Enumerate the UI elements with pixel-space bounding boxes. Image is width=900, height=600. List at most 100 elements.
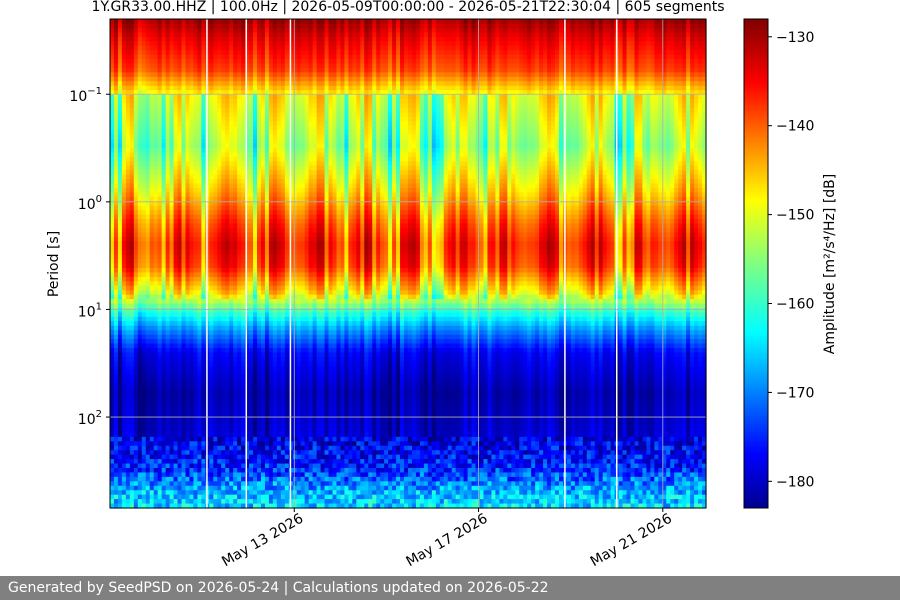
heatmap-cell	[264, 490, 270, 496]
heatmap-cell	[249, 299, 254, 305]
heatmap-cell	[284, 210, 290, 216]
heatmap-cell	[249, 410, 254, 416]
heatmap-cell	[280, 485, 286, 491]
heatmap-cell	[260, 63, 266, 69]
heatmap-cell	[117, 343, 123, 349]
heatmap-cell	[257, 450, 262, 456]
heatmap-cell	[193, 312, 199, 318]
heatmap-cell	[185, 445, 191, 451]
heatmap-cell	[113, 116, 119, 122]
heatmap-cell	[253, 463, 258, 469]
heatmap-cell	[276, 236, 282, 242]
heatmap-cell	[161, 81, 167, 87]
heatmap-cell	[253, 112, 258, 118]
heatmap-cell	[197, 343, 202, 349]
heatmap-cell	[221, 54, 226, 60]
heatmap-cell	[173, 490, 179, 496]
heatmap-cell	[193, 299, 199, 305]
heatmap-cell	[260, 36, 266, 42]
heatmap-cell	[129, 219, 135, 225]
heatmap-cell	[117, 436, 123, 442]
heatmap-cell	[241, 23, 246, 29]
heatmap-cell	[121, 503, 127, 509]
heatmap-cell	[213, 232, 218, 238]
heatmap-cell	[141, 343, 147, 349]
heatmap-cell	[264, 432, 270, 438]
heatmap-cell	[189, 250, 195, 256]
heatmap-cell	[280, 63, 286, 69]
heatmap-cell	[253, 196, 258, 202]
heatmap-cell	[233, 90, 238, 96]
heatmap-cell	[241, 205, 246, 211]
heatmap-cell	[237, 59, 242, 65]
heatmap-cell	[229, 192, 234, 198]
heatmap-cell	[197, 334, 202, 340]
heatmap-cell	[264, 67, 270, 73]
heatmap-cell	[249, 285, 254, 291]
heatmap-cell	[125, 50, 131, 56]
heatmap-cell	[189, 387, 195, 394]
heatmap-cell	[165, 236, 171, 242]
heatmap-cell	[284, 294, 290, 300]
heatmap-cell	[177, 23, 183, 29]
heatmap-cell	[257, 112, 262, 118]
heatmap-cell	[276, 303, 282, 309]
heatmap-cell	[145, 227, 151, 233]
heatmap-cell	[245, 263, 250, 269]
heatmap-cell	[225, 383, 230, 389]
heatmap-cell	[249, 361, 254, 367]
heatmap-cell	[260, 50, 266, 56]
heatmap-cell	[189, 423, 195, 429]
heatmap-cell	[133, 179, 139, 185]
heatmap-cell	[260, 227, 266, 233]
heatmap-cell	[280, 245, 286, 251]
heatmap-cell	[257, 139, 262, 145]
heatmap-cell	[241, 147, 246, 153]
heatmap-cell	[260, 365, 266, 371]
heatmap-cell	[241, 472, 246, 478]
heatmap-cell	[181, 67, 187, 73]
heatmap-cell	[241, 112, 246, 118]
heatmap-cell	[201, 445, 206, 451]
heatmap-cell	[125, 201, 131, 207]
heatmap-cell	[129, 121, 135, 127]
heatmap-cell	[284, 174, 290, 180]
heatmap-cell	[253, 450, 258, 456]
heatmap-cell	[165, 423, 171, 429]
heatmap-cell	[133, 427, 139, 434]
heatmap-cell	[280, 427, 286, 434]
heatmap-cell	[284, 214, 290, 220]
heatmap-cell	[165, 299, 171, 305]
heatmap-cell	[110, 94, 115, 100]
heatmap-cell	[213, 263, 218, 269]
heatmap-cell	[225, 463, 230, 469]
heatmap-cell	[149, 312, 155, 318]
heatmap-cell	[177, 112, 183, 118]
heatmap-cell	[229, 401, 234, 407]
heatmap-cell	[284, 250, 290, 256]
heatmap-cell	[129, 325, 135, 331]
heatmap-cell	[260, 276, 266, 282]
heatmap-cell	[260, 325, 266, 331]
heatmap-cell	[237, 27, 242, 33]
heatmap-cell	[201, 290, 206, 296]
heatmap-cell	[217, 245, 222, 251]
heatmap-cell	[264, 330, 270, 336]
heatmap-cell	[117, 223, 123, 229]
heatmap-cell	[133, 432, 139, 438]
heatmap-cell	[177, 307, 183, 313]
heatmap-cell	[129, 290, 135, 296]
heatmap-cell	[276, 90, 282, 96]
heatmap-cell	[169, 379, 175, 385]
heatmap-cell	[272, 187, 278, 193]
heatmap-cell	[257, 196, 262, 202]
heatmap-cell	[268, 219, 274, 225]
heatmap-cell	[181, 423, 187, 429]
heatmap-cell	[213, 379, 218, 385]
heatmap-cell	[209, 183, 214, 189]
heatmap-cell	[125, 476, 131, 482]
heatmap-cell	[189, 232, 195, 238]
heatmap-cell	[169, 112, 175, 118]
heatmap-cell	[161, 165, 167, 171]
heatmap-cell	[225, 410, 230, 416]
